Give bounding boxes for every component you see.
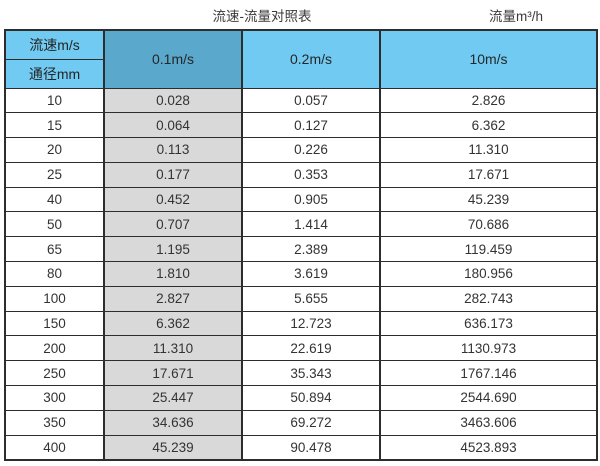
diameter-cell: 15 — [4, 112, 105, 139]
diameter-cell: 300 — [4, 385, 105, 411]
flow-cell-v01: 0.064 — [103, 112, 243, 139]
table-row: 25 0.177 0.353 17.671 — [4, 161, 598, 188]
flow-cell-v01: 25.447 — [103, 385, 243, 411]
flow-cell-v01: 1.195 — [103, 236, 243, 263]
flow-cell-v10: 119.459 — [379, 236, 598, 263]
flow-cell-v10: 11.310 — [379, 137, 598, 163]
flow-cell-v01: 17.671 — [103, 360, 243, 387]
flow-cell-v02: 5.655 — [241, 285, 381, 312]
flow-cell-v02: 0.057 — [241, 87, 381, 114]
table-row: 50 0.707 1.414 70.686 — [4, 211, 598, 238]
flow-cell-v01: 0.452 — [103, 186, 243, 213]
table-row: 400 45.239 90.478 4523.893 — [4, 434, 598, 461]
corner-velocity-label: 流速m/s — [4, 29, 105, 60]
page-header: 流速-流量对照表 流量m³/h — [0, 0, 600, 29]
flow-cell-v02: 1.414 — [241, 211, 381, 238]
diameter-cell: 350 — [4, 409, 105, 436]
flow-cell-v10: 45.239 — [379, 186, 598, 213]
flow-cell-v02: 69.272 — [241, 409, 381, 436]
table-row: 350 34.636 69.272 3463.606 — [4, 409, 598, 436]
flow-cell-v01: 2.827 — [103, 285, 243, 312]
flow-cell-v02: 3.619 — [241, 261, 381, 287]
flow-cell-v10: 2544.690 — [379, 385, 598, 411]
flow-cell-v10: 6.362 — [379, 112, 598, 139]
flow-cell-v02: 2.389 — [241, 236, 381, 263]
flow-cell-v01: 1.810 — [103, 261, 243, 287]
table-row: 100 2.827 5.655 282.743 — [4, 285, 598, 312]
flow-cell-v10: 1130.973 — [379, 335, 598, 362]
flow-cell-v02: 0.127 — [241, 112, 381, 139]
flow-unit-label: 流量m³/h — [489, 9, 543, 24]
diameter-cell: 50 — [4, 211, 105, 238]
flow-cell-v02: 35.343 — [241, 360, 381, 387]
table-header: 流速m/s 0.1m/s 0.2m/s 10m/s 通径mm — [4, 29, 598, 89]
flow-cell-v10: 70.686 — [379, 211, 598, 238]
flow-cell-v01: 45.239 — [103, 434, 243, 461]
flow-rate-table: 流速m/s 0.1m/s 0.2m/s 10m/s 通径mm 10 0.028 … — [4, 29, 598, 461]
flow-cell-v01: 0.707 — [103, 211, 243, 238]
flow-cell-v01: 11.310 — [103, 335, 243, 362]
diameter-cell: 65 — [4, 236, 105, 263]
diameter-cell: 25 — [4, 161, 105, 188]
flow-cell-v10: 1767.146 — [379, 360, 598, 387]
table-row: 40 0.452 0.905 45.239 — [4, 186, 598, 213]
flow-cell-v10: 282.743 — [379, 285, 598, 312]
flow-cell-v10: 636.173 — [379, 310, 598, 337]
diameter-cell: 150 — [4, 310, 105, 337]
table-row: 10 0.028 0.057 2.826 — [4, 87, 598, 114]
flow-cell-v02: 0.353 — [241, 161, 381, 188]
flow-cell-v10: 2.826 — [379, 87, 598, 114]
diameter-cell: 40 — [4, 186, 105, 213]
flow-cell-v02: 12.723 — [241, 310, 381, 337]
diameter-cell: 100 — [4, 285, 105, 312]
column-header-v10: 10m/s — [379, 29, 598, 89]
flow-cell-v01: 0.177 — [103, 161, 243, 188]
table-row: 150 6.362 12.723 636.173 — [4, 310, 598, 337]
flow-cell-v02: 22.619 — [241, 335, 381, 362]
diameter-cell: 80 — [4, 261, 105, 287]
table-row: 65 1.195 2.389 119.459 — [4, 236, 598, 263]
table-row: 300 25.447 50.894 2544.690 — [4, 385, 598, 411]
diameter-cell: 400 — [4, 434, 105, 461]
diameter-cell: 10 — [4, 87, 105, 114]
page-title: 流速-流量对照表 — [212, 9, 312, 24]
flow-cell-v01: 0.113 — [103, 137, 243, 163]
flow-cell-v02: 50.894 — [241, 385, 381, 411]
flow-cell-v02: 90.478 — [241, 434, 381, 461]
flow-cell-v01: 6.362 — [103, 310, 243, 337]
diameter-cell: 250 — [4, 360, 105, 387]
flow-cell-v02: 0.226 — [241, 137, 381, 163]
flow-cell-v10: 3463.606 — [379, 409, 598, 436]
flow-cell-v10: 17.671 — [379, 161, 598, 188]
corner-diameter-label: 通径mm — [4, 58, 105, 89]
header-row-bottom: 通径mm — [4, 58, 597, 89]
table-row: 20 0.113 0.226 11.310 — [4, 137, 598, 163]
table-row: 200 11.310 22.619 1130.973 — [4, 335, 598, 362]
flow-cell-v10: 180.956 — [379, 261, 598, 287]
flow-cell-v10: 4523.893 — [379, 434, 598, 461]
column-header-v01: 0.1m/s — [103, 29, 243, 89]
diameter-cell: 20 — [4, 137, 105, 163]
table-row: 15 0.064 0.127 6.362 — [4, 112, 598, 139]
table-row: 250 17.671 35.343 1767.146 — [4, 360, 598, 387]
column-header-v02: 0.2m/s — [241, 29, 381, 89]
table-body: 10 0.028 0.057 2.826 15 0.064 0.127 6.36… — [4, 87, 598, 461]
diameter-cell: 200 — [4, 335, 105, 362]
flow-cell-v02: 0.905 — [241, 186, 381, 213]
header-row-top: 流速m/s 0.1m/s 0.2m/s 10m/s — [4, 29, 598, 89]
flow-cell-v01: 34.636 — [103, 409, 243, 436]
table-row: 80 1.810 3.619 180.956 — [4, 261, 598, 287]
flow-cell-v01: 0.028 — [103, 87, 243, 114]
